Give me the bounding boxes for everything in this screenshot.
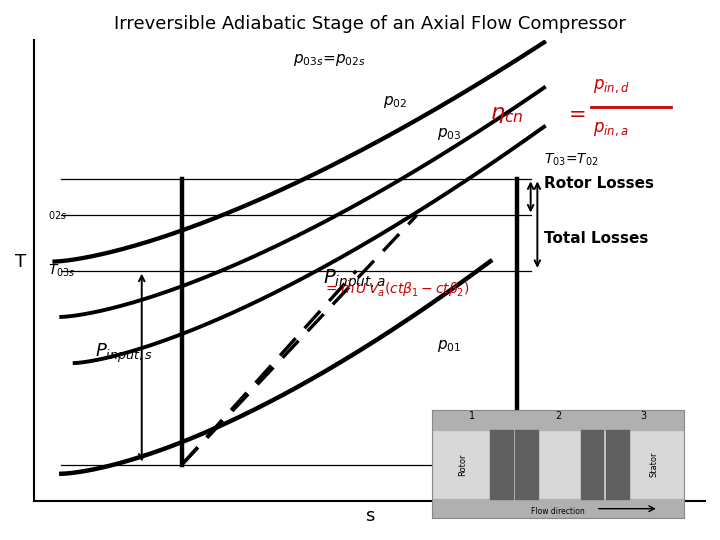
Text: $T_{03}$=$T_{02}$: $T_{03}$=$T_{02}$	[544, 152, 599, 168]
Text: Flow direction: Flow direction	[531, 507, 585, 516]
Text: $T_{03s}$: $T_{03s}$	[48, 262, 76, 279]
Text: $= \dot{m}\,U\,V_a(ct\beta_1 - ct\beta_2)$: $= \dot{m}\,U\,V_a(ct\beta_1 - ct\beta_2…	[323, 279, 469, 299]
Text: Total Losses: Total Losses	[544, 231, 649, 246]
Text: $p_{01}$: $p_{01}$	[437, 338, 461, 354]
Text: $p_{03}$: $p_{03}$	[437, 126, 462, 142]
Text: 2: 2	[555, 411, 561, 421]
Text: $p_{in,a}$: $p_{in,a}$	[593, 121, 629, 138]
Text: Stator: Stator	[649, 451, 658, 477]
Text: $p_{in,d}$: $p_{in,d}$	[593, 77, 629, 94]
Text: $P_{input,s}$: $P_{input,s}$	[95, 342, 153, 366]
Text: 3: 3	[641, 411, 647, 421]
Y-axis label: T: T	[15, 253, 26, 271]
Text: $_{02s}$: $_{02s}$	[48, 208, 67, 222]
Title: Irreversible Adiabatic Stage of an Axial Flow Compressor: Irreversible Adiabatic Stage of an Axial…	[114, 15, 626, 33]
Text: $=$: $=$	[564, 103, 585, 123]
Text: $p_{03s}$=$p_{02s}$: $p_{03s}$=$p_{02s}$	[293, 52, 366, 68]
Polygon shape	[606, 430, 629, 499]
Polygon shape	[580, 430, 603, 499]
X-axis label: s: s	[365, 507, 374, 525]
Text: $\eta_{cn}$: $\eta_{cn}$	[490, 103, 524, 125]
Text: $T_{01}$: $T_{01}$	[457, 461, 479, 477]
Polygon shape	[490, 430, 513, 499]
Text: Rotor Losses: Rotor Losses	[544, 176, 654, 191]
Text: $P_{input,a}$: $P_{input,a}$	[323, 268, 386, 292]
Text: $p_{02}$: $p_{02}$	[383, 94, 408, 110]
Text: 1: 1	[469, 411, 475, 421]
Text: Rotor: Rotor	[458, 453, 467, 476]
Polygon shape	[516, 430, 538, 499]
